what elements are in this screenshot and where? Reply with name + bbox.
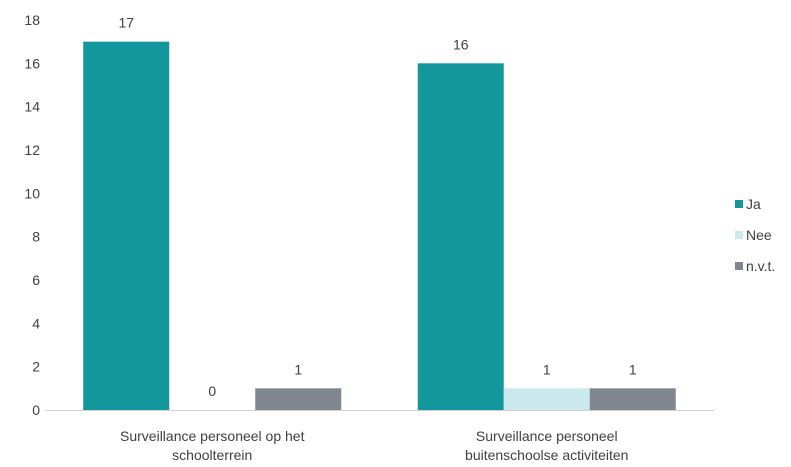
legend-label: n.v.t.: [746, 258, 775, 274]
bar-nee-2: [503, 388, 590, 410]
bars: [83, 41, 676, 411]
legend-swatch: [735, 262, 743, 270]
y-tick-label: 18: [24, 12, 40, 28]
y-tick-label: 12: [24, 142, 40, 158]
y-tick-label: 8: [32, 229, 40, 245]
legend: Ja Nee n.v.t.: [735, 196, 775, 274]
data-label: 1: [629, 361, 637, 377]
data-label: 1: [543, 361, 551, 377]
y-tick-label: 2: [32, 359, 40, 375]
y-tick-label: 10: [24, 185, 40, 201]
data-label: 16: [453, 36, 469, 52]
y-tick-label: 0: [32, 402, 40, 418]
y-tick-label: 4: [32, 315, 40, 331]
y-tick-label: 14: [24, 99, 40, 115]
data-label: 0: [208, 383, 216, 399]
data-label: 17: [118, 15, 134, 31]
legend-label: Nee: [746, 227, 772, 243]
legend-label: Ja: [746, 196, 761, 212]
y-tick-label: 16: [24, 55, 40, 71]
bar-ja-2: [417, 63, 504, 410]
bar-n-v-t--1: [255, 388, 342, 410]
y-tick-label: 6: [32, 272, 40, 288]
legend-swatch: [735, 231, 743, 239]
data-label: 1: [294, 361, 302, 377]
bar-ja-1: [83, 41, 170, 411]
x-category-label: Surveillance personeel op het schoolterre…: [120, 428, 305, 463]
data-labels: 17 0 1 16 1 1: [118, 15, 636, 399]
x-category-label: Surveillance personeel buitenschoolse act…: [465, 428, 628, 463]
y-axis: 0 2 4 6 8 10 12 14 16 18: [24, 12, 40, 418]
bar-n-v-t--2: [589, 388, 676, 410]
legend-swatch: [735, 200, 743, 208]
x-axis-categories: Surveillance personeel op het schoolterre…: [120, 428, 628, 463]
